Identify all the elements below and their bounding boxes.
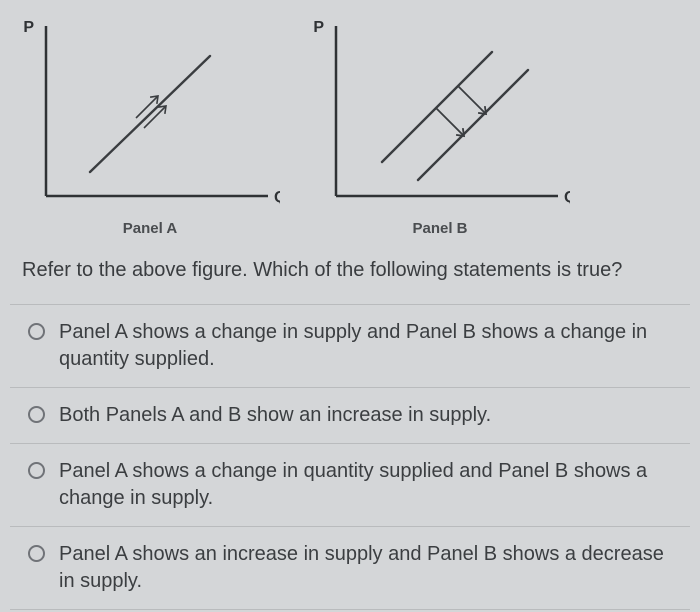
option-row[interactable]: Panel A shows an increase in supply and … (10, 526, 690, 610)
figure-row: PQ Panel A PQ Panel B (10, 8, 690, 243)
option-text: Panel A shows a change in supply and Pan… (59, 319, 674, 373)
option-text: Both Panels A and B show an increase in … (59, 402, 491, 429)
svg-text:P: P (23, 19, 34, 36)
option-text: Panel A shows a change in quantity suppl… (59, 458, 674, 512)
panel-b-block: PQ Panel B (310, 12, 570, 237)
svg-text:Q: Q (274, 189, 280, 206)
panel-b-caption: Panel B (412, 220, 467, 237)
radio-icon[interactable] (28, 545, 45, 562)
panel-a-caption: Panel A (123, 220, 177, 237)
option-text: Panel A shows an increase in supply and … (59, 541, 674, 595)
panel-a-block: PQ Panel A (20, 12, 280, 237)
options-list: Panel A shows a change in supply and Pan… (10, 304, 690, 610)
question-text: Refer to the above figure. Which of the … (10, 243, 690, 304)
option-row[interactable]: Panel A shows a change in supply and Pan… (10, 304, 690, 387)
svg-text:P: P (313, 19, 324, 36)
radio-icon[interactable] (28, 462, 45, 479)
radio-icon[interactable] (28, 406, 45, 423)
svg-text:Q: Q (564, 189, 570, 206)
radio-icon[interactable] (28, 323, 45, 340)
option-row[interactable]: Both Panels A and B show an increase in … (10, 387, 690, 443)
panel-b-svg: PQ (310, 12, 570, 222)
panel-a-svg: PQ (20, 12, 280, 222)
option-row[interactable]: Panel A shows a change in quantity suppl… (10, 443, 690, 526)
